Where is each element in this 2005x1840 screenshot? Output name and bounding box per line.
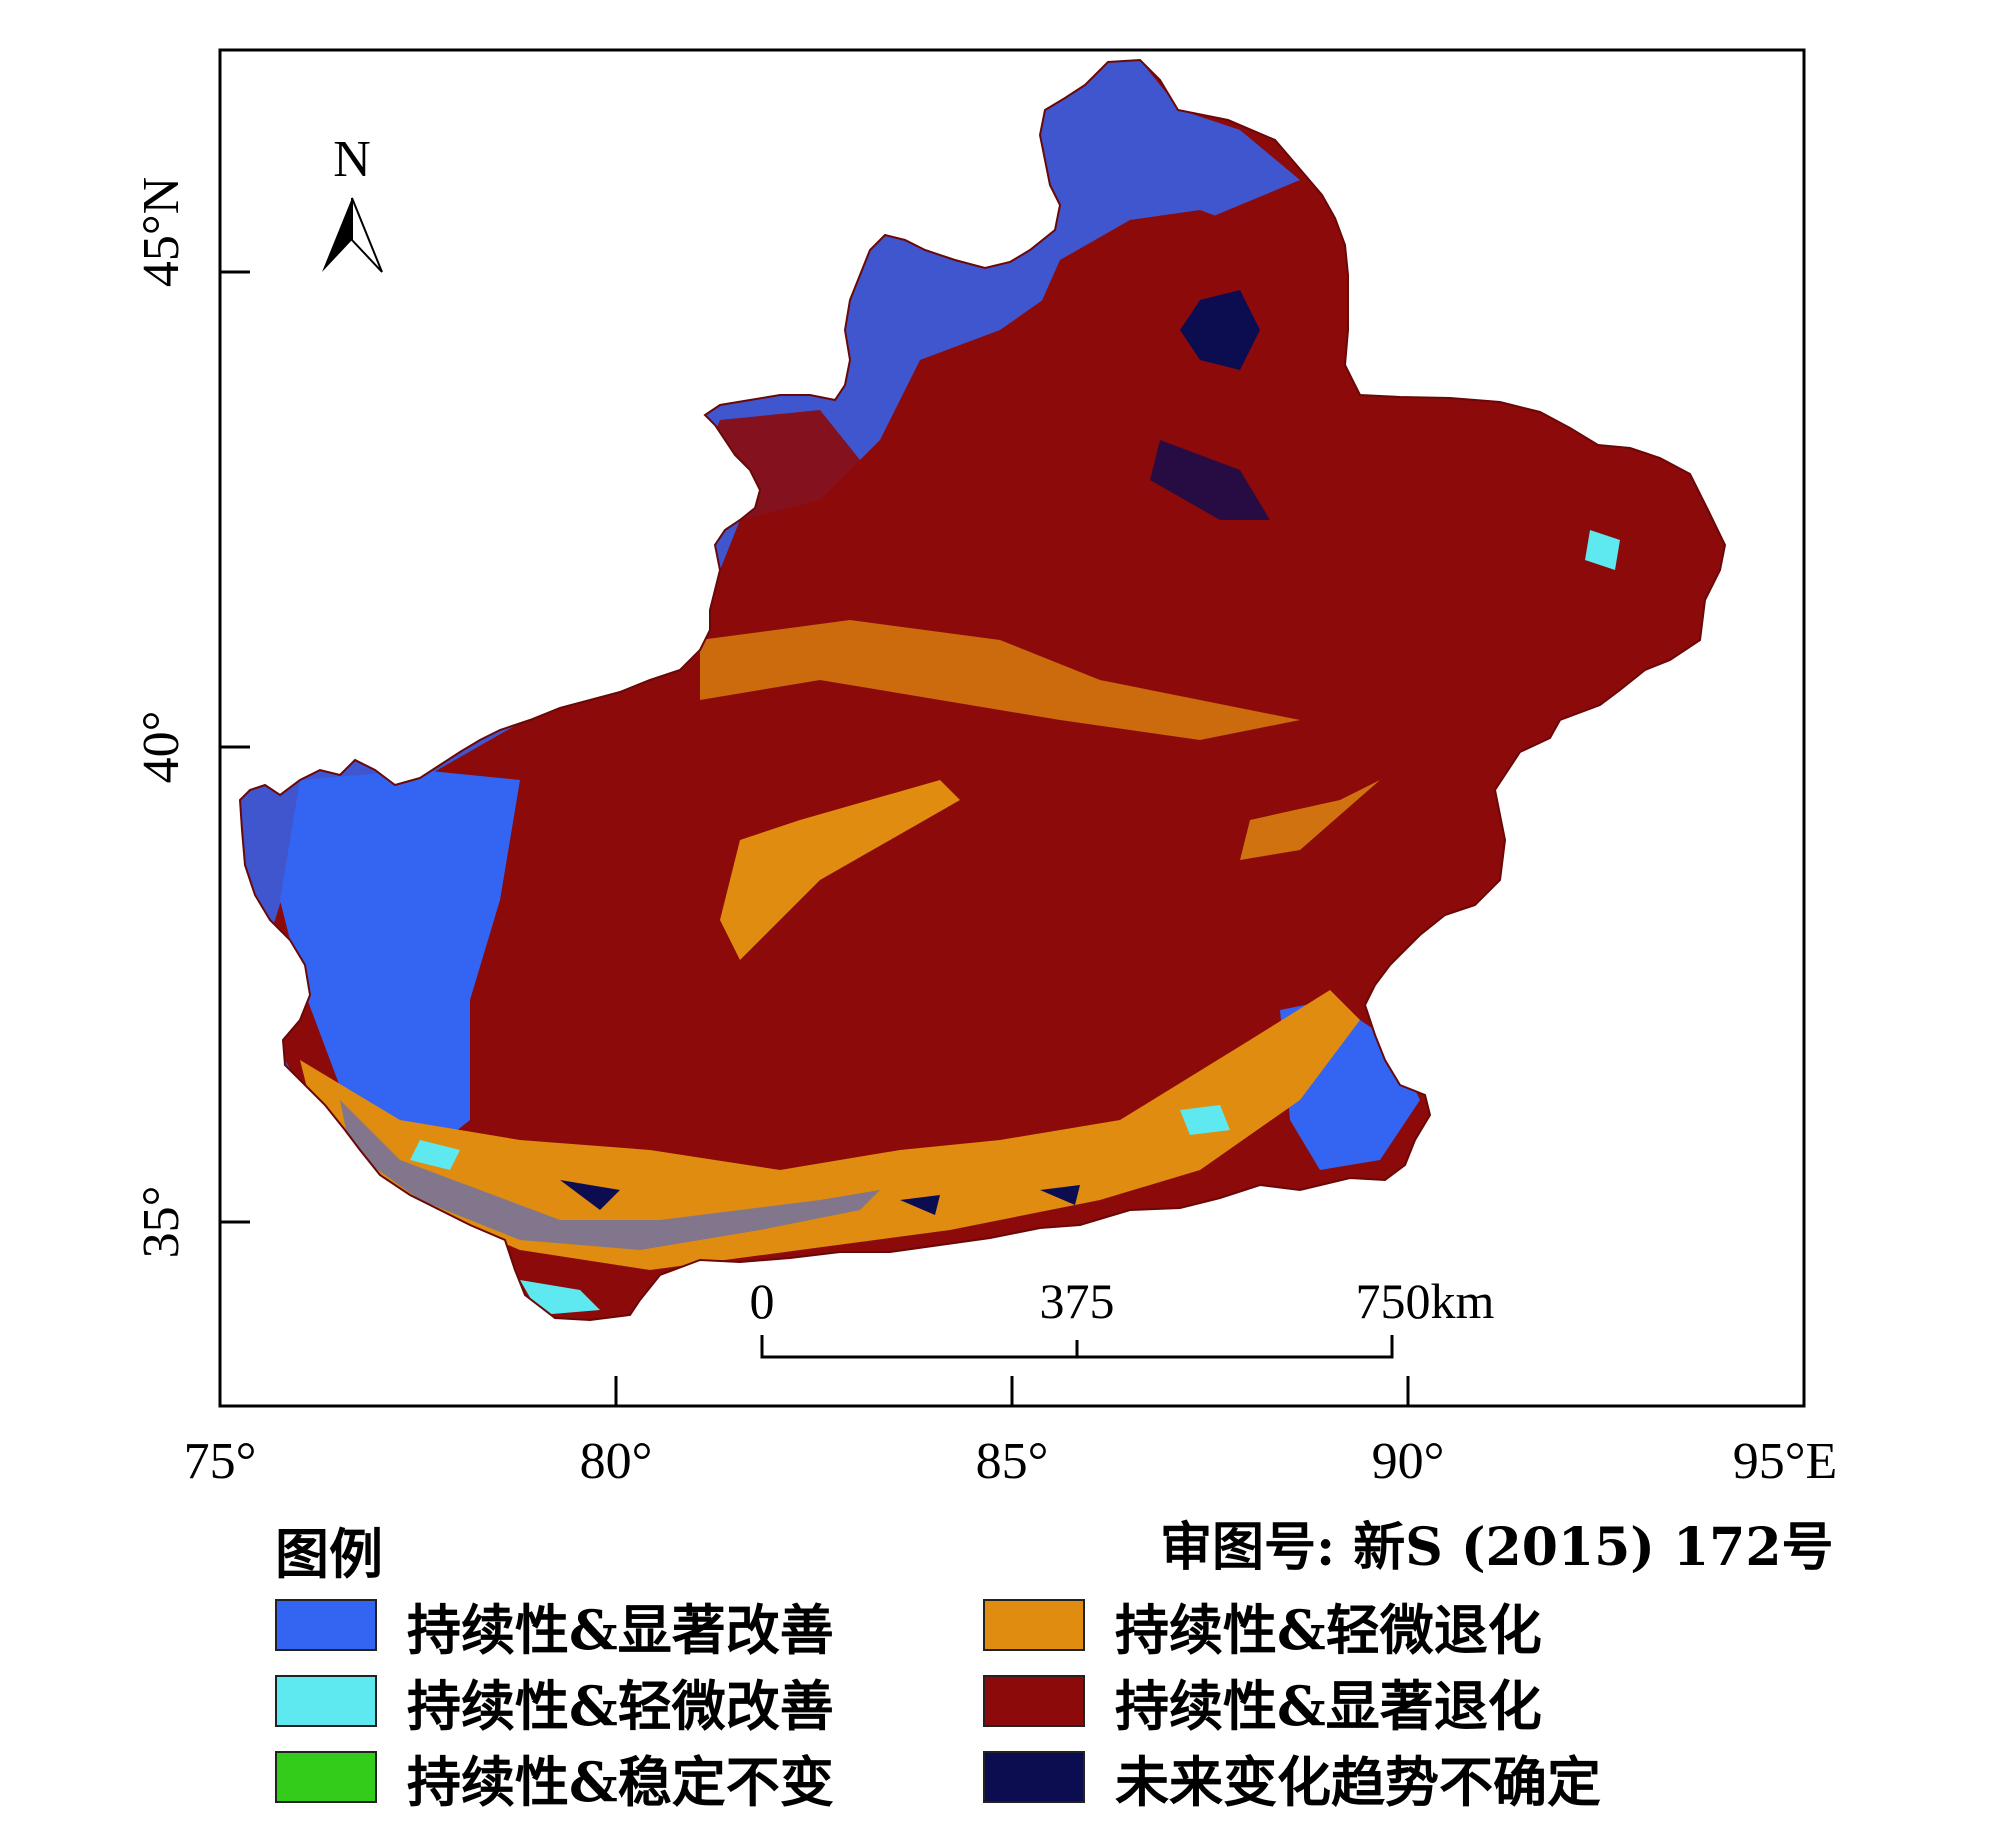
mild-degradation-band-south [300,990,1360,1270]
y-tick-label: 40° [133,711,190,784]
uncertain-patch-2 [1150,440,1270,520]
legend-label: 持续性&显著退化 [1115,1673,1542,1738]
scale-bar-line [760,1335,1394,1359]
scale-label-mid: 375 [1040,1273,1115,1329]
x-tick-label: 80° [580,1433,653,1490]
mild-degradation-band-north [700,620,1300,740]
legend-swatch [983,1751,1085,1803]
scale-label-start: 0 [750,1273,775,1329]
mild-degradation-band-east [1240,780,1380,860]
north-label: N [333,131,371,188]
north-degradation-patch [1020,210,1340,470]
x-tick-label: 90° [1372,1433,1445,1490]
legend-item: 持续性&稳定不变 [275,1742,834,1814]
legend-label: 持续性&轻微退化 [1115,1597,1542,1662]
x-tick-label: 75° [184,1433,257,1490]
mild-degradation-band-basin [720,780,960,960]
scale-bar: 0 375 750km [750,1273,1495,1359]
west-degradation-patch-2 [560,720,690,850]
y-tick-label: 45°N [133,177,190,287]
x-axis-ticks [218,1376,1806,1406]
legend-item: 未来变化趋势不确定 [983,1742,1601,1814]
legend-swatch [983,1599,1085,1651]
legend-swatch [275,1675,377,1727]
legend-label: 持续性&稳定不变 [407,1749,834,1814]
improvement-zone-west [280,770,520,1160]
south-improvement-speckle [340,1100,880,1250]
uncertain-patch [1180,290,1260,370]
legend-swatch [275,1599,377,1651]
y-axis-ticks [220,270,250,1224]
legend-item: 持续性&轻微退化 [983,1590,1542,1662]
legend-item: 持续性&显著退化 [983,1666,1542,1738]
y-tick-label: 35° [133,1186,190,1259]
legend: 持续性&显著改善 持续性&轻微改善 持续性&稳定不变 持续性&轻微退化 持续性&… [275,1590,1735,1825]
legend-swatch [983,1675,1085,1727]
legend-item: 持续性&轻微改善 [275,1666,834,1738]
legend-label: 持续性&显著改善 [407,1597,834,1662]
legend-item: 持续性&显著改善 [275,1590,834,1662]
legend-label: 未来变化趋势不确定 [1115,1749,1601,1814]
improvement-zone-north [240,60,1300,1120]
legend-title: 图例 [275,1523,383,1586]
legend-swatch [275,1751,377,1803]
north-arrow: N [322,131,383,273]
scale-label-end: 750km [1356,1273,1495,1329]
x-tick-label: 85° [976,1433,1049,1490]
legend-label: 持续性&轻微改善 [407,1673,834,1738]
map-approval-number: 审图号: 新S (2015) 172号 [1160,1517,1834,1578]
x-tick-label: 95°E [1733,1433,1838,1490]
